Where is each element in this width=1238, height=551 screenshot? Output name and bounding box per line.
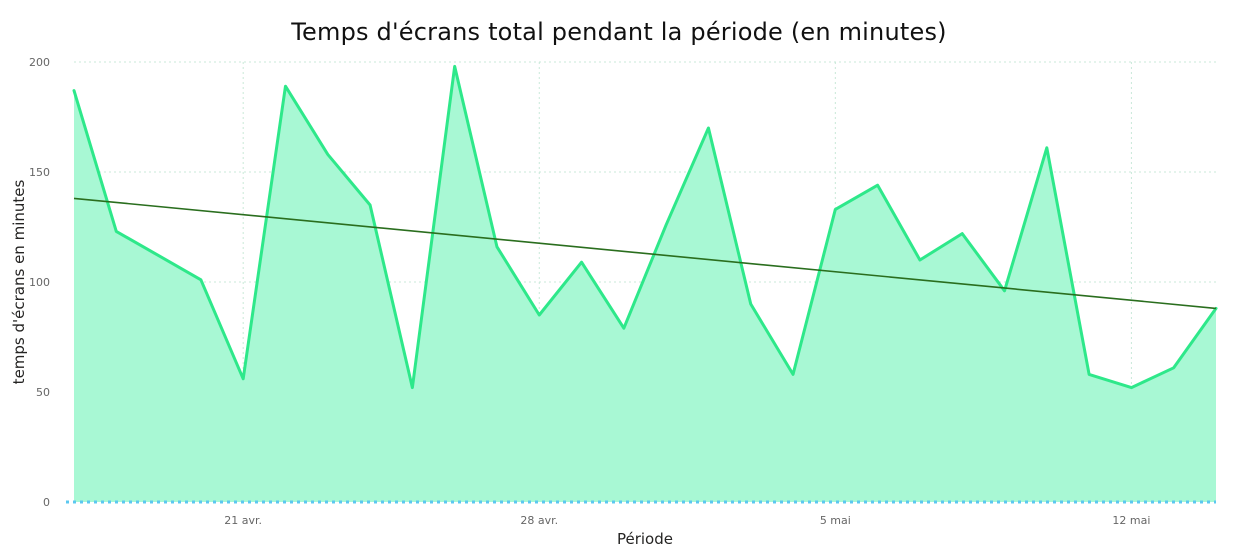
series-line xyxy=(72,64,1218,390)
x-tick-label: 21 avr. xyxy=(224,514,262,527)
y-tick-label: 150 xyxy=(29,166,50,179)
area-series xyxy=(74,66,1216,503)
x-tick-label: 12 mai xyxy=(1112,514,1150,527)
y-tick-label: 100 xyxy=(29,276,50,289)
y-tick-label: 0 xyxy=(43,496,50,509)
y-axis-title: temps d'écrans en minutes xyxy=(10,180,28,385)
axes: 0 50 100 150 200 21 avr. 28 avr. 5 mai 12 mai xyxy=(29,56,1216,527)
line-series xyxy=(72,64,1218,390)
y-tick-label: 50 xyxy=(36,386,50,399)
chart-title: Temps d'écrans total pendant la période … xyxy=(291,18,947,46)
trend-line xyxy=(73,197,1217,310)
trend-line-series xyxy=(73,197,1217,310)
area-fill xyxy=(74,66,1216,503)
x-tick-label: 28 avr. xyxy=(520,514,558,527)
y-tick-label: 200 xyxy=(29,56,50,69)
x-axis-title: Période xyxy=(617,530,673,548)
x-tick-label: 5 mai xyxy=(820,514,851,527)
